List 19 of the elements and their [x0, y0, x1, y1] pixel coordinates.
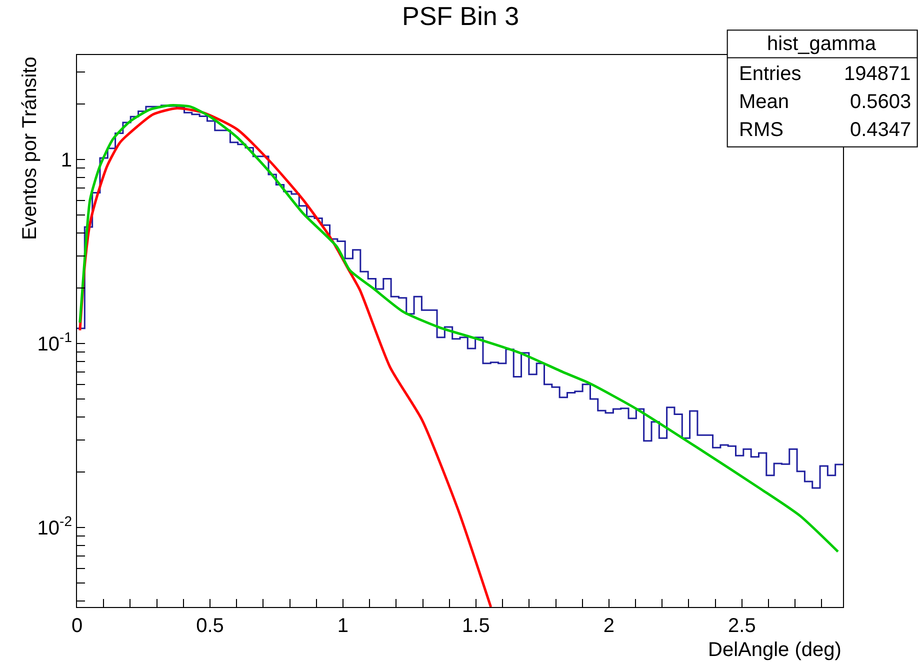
- y-axis-title: Eventos por Tránsito: [19, 56, 42, 240]
- annotation: Mean: [739, 91, 790, 113]
- x-tick-label: 0: [71, 615, 83, 637]
- x-tick-label: 2.5: [728, 615, 756, 637]
- x-tick-label: 0.5: [196, 615, 224, 637]
- annotation: Entries: [739, 63, 802, 85]
- text: 194871: [844, 63, 911, 85]
- x-tick-label: 2: [603, 615, 615, 637]
- x-axis-title: DelAngle (deg): [708, 639, 842, 661]
- y-tick-label: 10$^{-2}$: [37, 513, 72, 540]
- chart-title: PSF Bin 3: [402, 1, 520, 31]
- y-tick-label: 1: [60, 150, 72, 172]
- x-tick-label: 1: [337, 615, 349, 637]
- annotation: RMS: [739, 119, 784, 141]
- text: 0.5603: [850, 91, 912, 113]
- y-tick-label: 10$^{-1}$: [37, 329, 72, 356]
- text: hist_gamma: [767, 33, 877, 55]
- text: 0.4347: [850, 119, 912, 141]
- x-tick-label: 1.5: [462, 615, 490, 637]
